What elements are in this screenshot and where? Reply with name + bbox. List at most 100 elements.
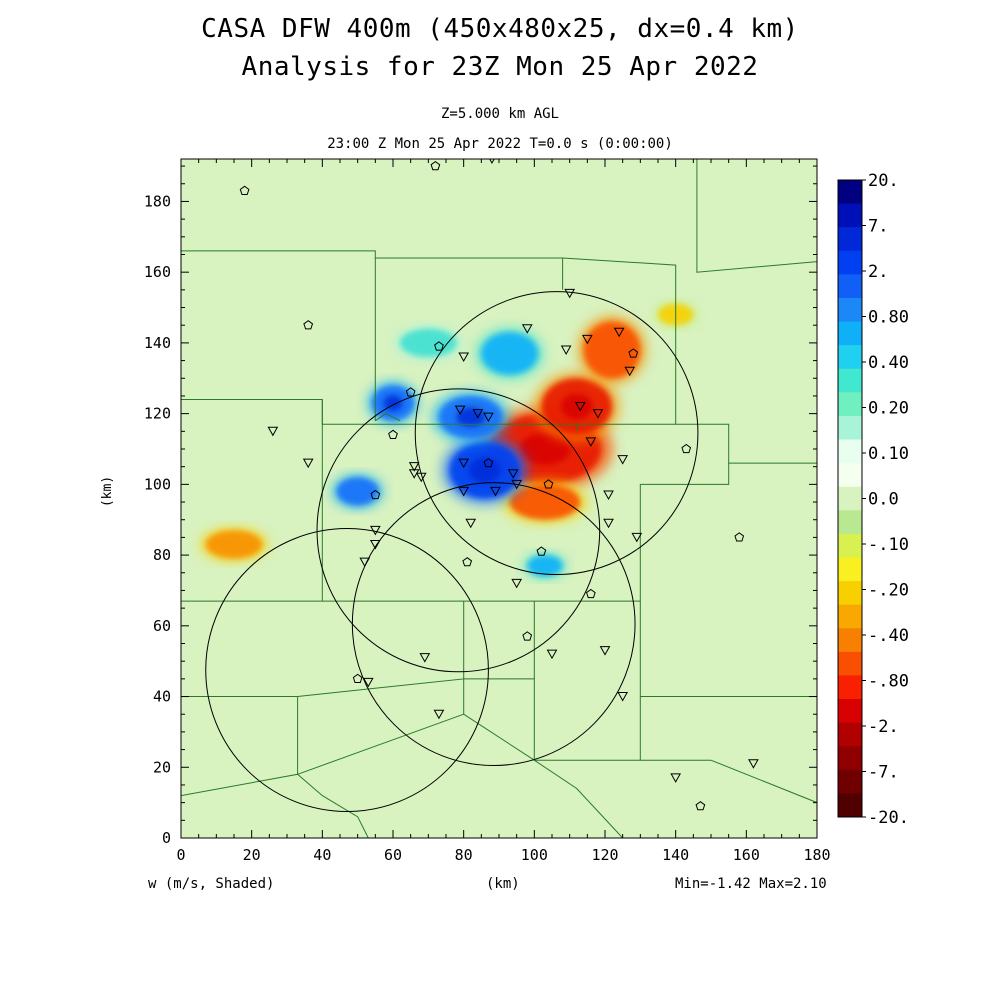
x-tick-label: 0 <box>176 846 185 864</box>
colorbar-segment <box>838 321 862 346</box>
level-label: Z=5.000 km AGL <box>440 106 559 122</box>
county-line <box>297 773 369 838</box>
station-triangle <box>458 458 470 469</box>
county-line <box>375 413 401 422</box>
w-feature <box>527 555 563 577</box>
colorbar-label: 0.80 <box>868 308 909 328</box>
colorbar-label: -.40 <box>868 626 909 646</box>
x-tick-label: 20 <box>243 846 261 864</box>
y-tick-label: 20 <box>153 758 171 776</box>
colorbar-segment <box>838 345 862 370</box>
x-axis: 0 20 40 60 80 100 120 140 160 180 <box>176 159 831 864</box>
y-tick-label: 140 <box>144 334 171 352</box>
chart-subtitle: Analysis for 23Z Mon 25 Apr 2022 <box>241 52 759 82</box>
station-triangle <box>369 525 381 536</box>
station-triangle <box>267 426 279 437</box>
county-line <box>640 759 817 804</box>
time-label: 23:00 Z Mon 25 Apr 2022 T=0.0 s (0:00:00… <box>327 136 673 152</box>
colorbar-segment <box>838 510 862 535</box>
w-feature <box>509 484 581 520</box>
station-pentagon <box>536 546 547 556</box>
w-feature <box>205 530 263 559</box>
station-triangle <box>408 469 420 479</box>
station-triangle <box>585 437 597 447</box>
radar-ring <box>351 482 636 767</box>
station-triangle <box>574 402 586 412</box>
colorbar-label: 0.40 <box>868 353 909 373</box>
station-triangle <box>433 709 445 720</box>
x-tick-label: 140 <box>662 846 689 864</box>
county-line <box>297 678 465 775</box>
county-line <box>696 159 817 273</box>
colorbar-label: 20. <box>868 171 899 191</box>
x-tick-label: 100 <box>521 846 548 864</box>
station-pentagon <box>303 320 314 330</box>
minmax-label: Min=-1.42 Max=2.10 <box>675 876 827 892</box>
station-triangle <box>564 288 576 299</box>
colorbar-segment <box>838 557 862 582</box>
colorbar-label: 2. <box>868 262 888 282</box>
colorbar-segment <box>838 793 862 818</box>
station-triangle <box>302 458 314 469</box>
colorbar-segment <box>838 368 862 393</box>
colorbar-label: 0.10 <box>868 444 909 464</box>
x-tick-label: 180 <box>803 846 830 864</box>
colorbar-segment <box>838 651 862 676</box>
station-triangle <box>603 518 614 529</box>
station-triangle <box>454 405 466 416</box>
x-tick-label: 80 <box>455 846 473 864</box>
w-feature-core <box>456 407 486 427</box>
station-triangle <box>631 532 643 543</box>
station-triangle <box>617 455 629 465</box>
x-tick-label: 160 <box>733 846 760 864</box>
y-axis-label: (km) <box>100 475 116 508</box>
y-tick-label: 80 <box>153 546 171 564</box>
station-triangle <box>546 649 558 660</box>
station-triangle <box>617 692 629 702</box>
station-pentagon <box>388 429 398 439</box>
colorbar-label: -.80 <box>868 672 909 692</box>
station-triangle <box>613 327 625 338</box>
y-tick-label: 160 <box>144 263 171 281</box>
station-triangle <box>511 578 523 589</box>
colorbar-segment <box>838 533 862 558</box>
colorbar-label: 0.20 <box>868 399 909 419</box>
station-pentagon <box>734 532 745 542</box>
colorbar-segment <box>838 392 862 417</box>
station-triangle <box>521 324 533 334</box>
colorbar-label: -.20 <box>868 581 909 601</box>
colorbar-segment <box>838 486 862 511</box>
y-tick-label: 40 <box>153 688 171 706</box>
radar-ring <box>414 291 699 576</box>
station-triangle <box>483 412 494 423</box>
station-triangle <box>458 486 470 497</box>
station-pentagon <box>543 479 554 489</box>
county-line <box>181 696 299 797</box>
station-markers <box>239 159 759 811</box>
colorbar-segment <box>838 274 862 299</box>
colorbar-segment <box>838 746 862 771</box>
station-pentagon <box>681 443 692 454</box>
x-tick-label: 60 <box>384 846 402 864</box>
chart-title: CASA DFW 400m (450x480x25, dx=0.4 km) <box>201 14 799 44</box>
w-feature <box>336 477 379 506</box>
colorbar-segment <box>838 675 862 700</box>
station-triangle <box>748 759 759 769</box>
x-axis-label: (km) <box>486 876 520 892</box>
station-triangle <box>507 469 519 479</box>
colorbar-segment <box>838 699 862 724</box>
station-pentagon <box>405 387 416 397</box>
station-pentagon <box>430 160 441 171</box>
station-triangle <box>624 366 636 377</box>
station-triangle <box>603 490 614 500</box>
radar-range-rings <box>205 291 699 812</box>
station-triangle <box>599 646 611 656</box>
w-feature <box>583 321 641 379</box>
y-tick-label: 180 <box>144 192 171 210</box>
station-pentagon <box>586 588 596 599</box>
x-tick-label: 120 <box>591 846 618 864</box>
station-pentagon <box>352 673 363 683</box>
station-triangle <box>472 409 484 419</box>
station-pentagon <box>483 457 494 468</box>
